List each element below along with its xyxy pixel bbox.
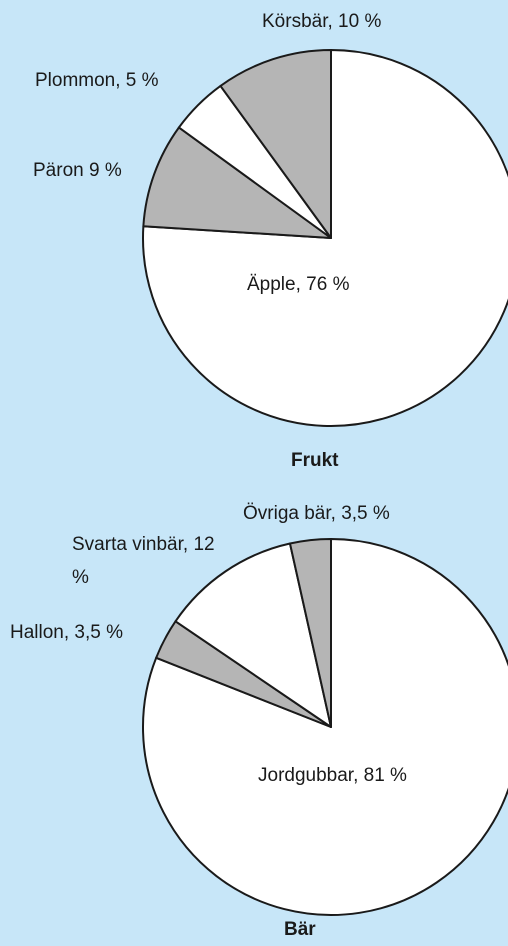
chart-title: Bär (284, 919, 316, 940)
slice-label: Övriga bär, 3,5 % (243, 503, 390, 524)
pie-slice (142, 538, 508, 916)
pie-slice (288, 538, 332, 728)
slice-label: Plommon, 5 % (35, 70, 159, 91)
pie-slice (142, 126, 332, 239)
slice-label: Päron 9 % (33, 160, 122, 181)
slice-label: Svarta vinbär, 12 % (72, 534, 215, 588)
slice-label: Äpple, 76 % (247, 274, 350, 295)
slice-label: Jordgubbar, 81 % (258, 765, 407, 786)
pie-slice (174, 542, 332, 728)
slice-label: Körsbär, 10 % (262, 11, 382, 32)
slice-label: Hallon, 3,5 % (10, 622, 124, 643)
chart-title: Frukt (291, 450, 339, 471)
pie-slice (219, 49, 332, 239)
